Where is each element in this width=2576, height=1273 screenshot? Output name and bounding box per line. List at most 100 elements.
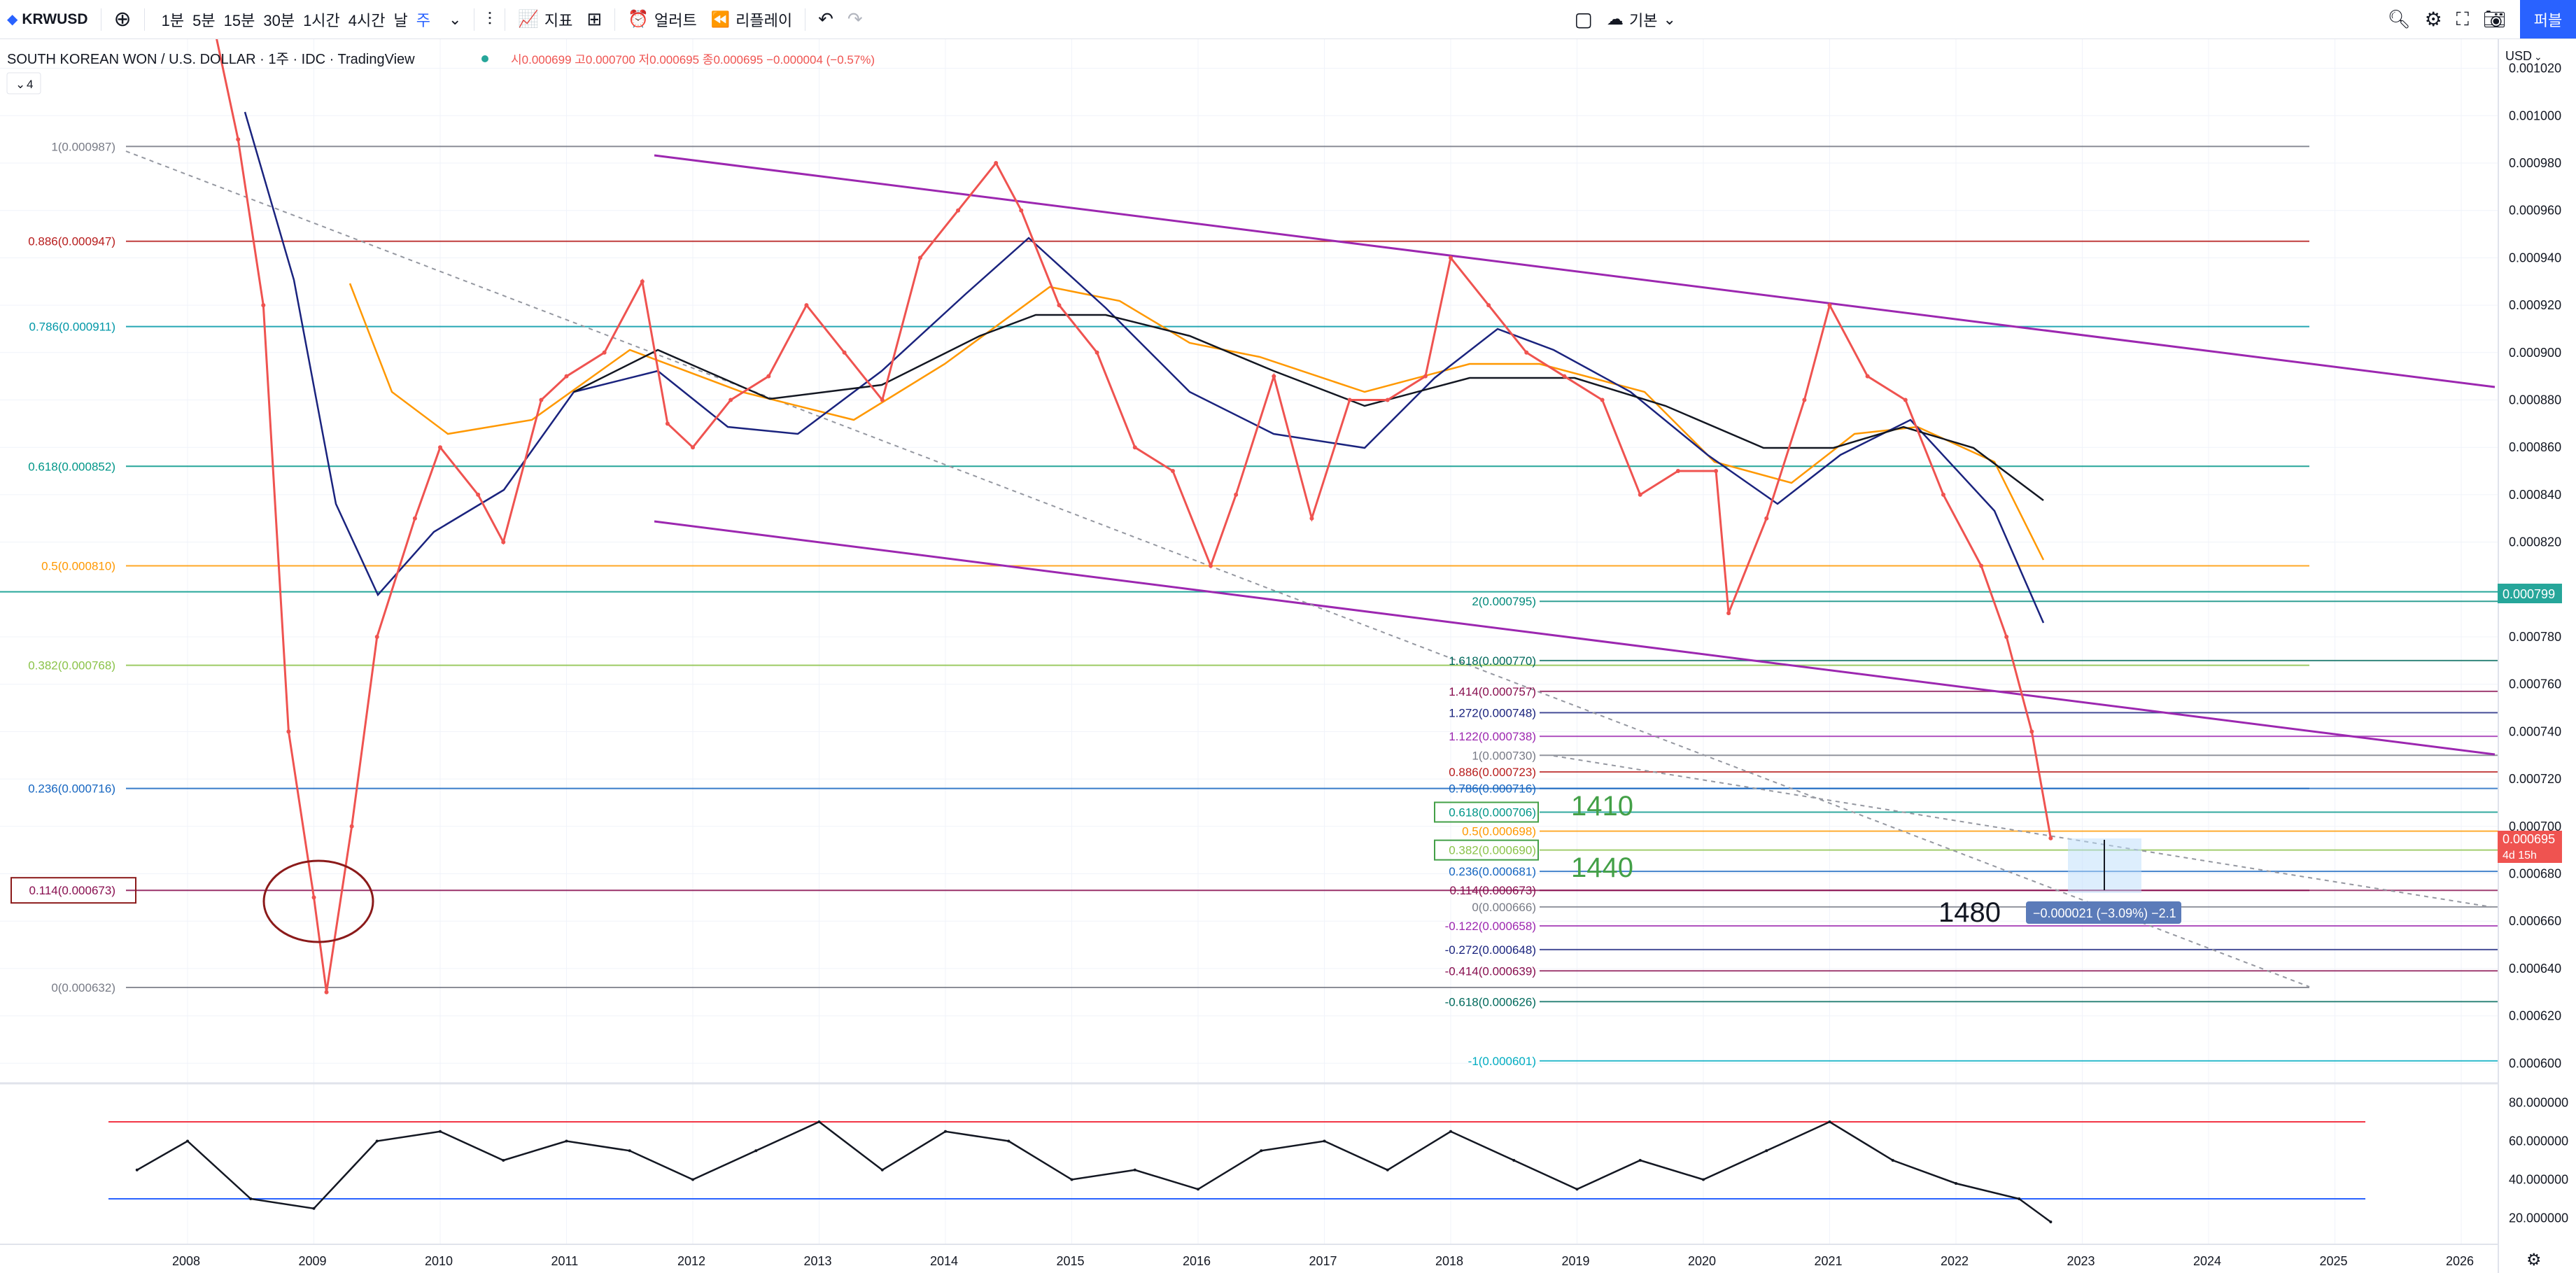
symbol-legend-title[interactable]: SOUTH KOREAN WON / U.S. DOLLAR · 1주 · ID… bbox=[7, 52, 415, 67]
interval-2[interactable]: 15분 bbox=[223, 11, 255, 29]
settings-button[interactable]: ⚙ bbox=[2418, 0, 2449, 38]
rsi-point bbox=[312, 1207, 316, 1210]
price-point bbox=[1764, 516, 1769, 521]
plus-circle-icon: ⊕ bbox=[113, 8, 132, 31]
rsi-point bbox=[880, 1168, 884, 1172]
rsi-axis-ticks[interactable]: 80.000000 60.000000 40.000000 20.000000 bbox=[2509, 1096, 2568, 1225]
trend-dashed-line-1[interactable] bbox=[125, 150, 2310, 987]
bottom-highlight-ellipse[interactable] bbox=[262, 859, 374, 943]
interval-5[interactable]: 4시간 bbox=[348, 11, 386, 29]
price-tick: 0.000780 bbox=[2509, 630, 2561, 644]
rsi-point bbox=[1638, 1159, 1642, 1162]
year-tick: 2010 bbox=[425, 1254, 453, 1268]
price-point bbox=[2004, 635, 2009, 639]
undo-button[interactable]: ↶ bbox=[811, 0, 840, 38]
publish-button[interactable]: 퍼블 bbox=[2520, 0, 2576, 38]
redo-button[interactable]: ↷ bbox=[840, 0, 870, 38]
collapse-legend-button[interactable] bbox=[6, 72, 41, 94]
fib-left-label: 0.618(0.000852) bbox=[28, 460, 115, 473]
price-tick: 0.000680 bbox=[2509, 867, 2561, 881]
measure-label: −0.000021 (−3.09%) −2.1 bbox=[2033, 906, 2176, 920]
divider bbox=[614, 8, 616, 31]
interval-4[interactable]: 1시간 bbox=[303, 11, 340, 29]
interval-1[interactable]: 5분 bbox=[192, 11, 216, 29]
snapshot-button[interactable]: 📷︎ bbox=[2476, 0, 2513, 38]
layout-label: 기본 bbox=[1628, 11, 1658, 29]
fullscreen-button[interactable]: ⛶ bbox=[2449, 0, 2476, 38]
annotation-1480[interactable]: 1480 bbox=[1938, 897, 2001, 928]
year-tick: 2008 bbox=[172, 1254, 200, 1268]
price-point bbox=[917, 255, 922, 260]
year-tick: 2014 bbox=[930, 1254, 958, 1268]
price-tick: 0.000600 bbox=[2509, 1056, 2561, 1070]
indicators-icon: 📈 bbox=[517, 10, 539, 29]
compare-button[interactable]: ⊕ bbox=[107, 0, 139, 38]
channel-lower-line[interactable] bbox=[654, 520, 2496, 756]
alert-button[interactable]: ⏰ 얼러트 bbox=[621, 0, 704, 38]
interval-6[interactable]: 날 bbox=[393, 11, 408, 29]
channel-upper-line[interactable] bbox=[654, 154, 2496, 388]
chevron-down-icon: ⌄ bbox=[449, 10, 462, 28]
replay-button[interactable]: ⏪ 리플레이 bbox=[704, 0, 799, 38]
time-axis-ticks[interactable]: 2008 2009 2010 2011 2012 2013 2014 2015 2016 2017… bbox=[172, 1254, 2474, 1268]
indicators-button[interactable]: 📈 지표 bbox=[511, 0, 579, 38]
price-point bbox=[640, 279, 645, 284]
last-price-label: 0.000695 bbox=[2503, 832, 2555, 846]
search-button[interactable]: 🔍︎ bbox=[2381, 0, 2418, 38]
price-tick: 0.000740 bbox=[2509, 724, 2561, 738]
rsi-point bbox=[2049, 1221, 2053, 1223]
price-point bbox=[311, 895, 316, 900]
price-axis-ticks[interactable]: 0.001020 0.001000 0.000980 0.000960 0.000940… bbox=[2509, 62, 2561, 1071]
layout-select-button[interactable]: ▢ bbox=[1567, 0, 1599, 38]
interval-7[interactable]: 주 bbox=[416, 11, 430, 29]
interval-0[interactable]: 1분 bbox=[161, 11, 185, 29]
symbol-label: KRWUSD bbox=[22, 10, 88, 27]
grid bbox=[0, 39, 2498, 1244]
rsi-point bbox=[1512, 1159, 1516, 1162]
settings-gear-icon[interactable]: ⚙ bbox=[2526, 1251, 2542, 1270]
fib-left-label: 0.5(0.000810) bbox=[41, 559, 115, 572]
price-point bbox=[1234, 492, 1239, 497]
fib-right-label: 0.886(0.000723) bbox=[1449, 766, 1536, 779]
price-point bbox=[2029, 729, 2034, 734]
currency-label[interactable]: USD bbox=[2505, 49, 2532, 63]
ma-black-line bbox=[573, 314, 2044, 501]
price-point bbox=[1347, 398, 1352, 402]
fib-right-label: -0.272(0.000648) bbox=[1445, 943, 1536, 957]
rsi-point bbox=[1765, 1149, 1768, 1153]
logo-icon: ◆ bbox=[7, 12, 18, 27]
chart-canvas[interactable]: −0.000021 (−3.09%) −2.1 1410 1440 1480 1… bbox=[0, 39, 2576, 1273]
rsi-tick: 60.000000 bbox=[2509, 1134, 2568, 1148]
year-tick: 2012 bbox=[677, 1254, 705, 1268]
measure-label-box bbox=[2026, 901, 2181, 924]
fib-right-label: 0.236(0.000681) bbox=[1449, 865, 1536, 878]
gear-icon: ⚙ bbox=[2424, 8, 2442, 30]
annotation-1410[interactable]: 1410 bbox=[1571, 791, 1633, 822]
trend-dashed-line-2[interactable] bbox=[1553, 755, 2492, 908]
year-tick: 2015 bbox=[1057, 1254, 1085, 1268]
price-point bbox=[804, 303, 809, 308]
price-point bbox=[602, 350, 607, 355]
price-point bbox=[1903, 398, 1908, 402]
symbol-search[interactable]: ◆ KRWUSD bbox=[0, 0, 95, 38]
year-tick: 2009 bbox=[299, 1254, 327, 1268]
rsi-point bbox=[249, 1197, 253, 1200]
year-tick: 2026 bbox=[2446, 1254, 2474, 1268]
chart-type-button[interactable]: ⫶ bbox=[480, 0, 499, 38]
fib-left-label: 0.114(0.000673) bbox=[29, 884, 115, 897]
annotation-1440[interactable]: 1440 bbox=[1571, 852, 1633, 883]
interval-dropdown[interactable]: ⌄ bbox=[442, 0, 468, 38]
templates-button[interactable]: ⊞ bbox=[579, 0, 609, 38]
fib-right-label: -0.122(0.000658) bbox=[1445, 920, 1536, 933]
price-point bbox=[665, 421, 670, 426]
fib-right-label: 1.414(0.000757) bbox=[1449, 685, 1536, 698]
rsi-tick: 20.000000 bbox=[2509, 1211, 2568, 1225]
level-badge bbox=[2498, 584, 2562, 603]
price-point bbox=[1802, 398, 1807, 402]
interval-3[interactable]: 30분 bbox=[263, 11, 295, 29]
year-tick: 2021 bbox=[1815, 1254, 1843, 1268]
price-tick: 0.000660 bbox=[2509, 914, 2561, 928]
rsi-point bbox=[754, 1149, 758, 1153]
price-tick: 0.000880 bbox=[2509, 393, 2561, 407]
layout-name-button[interactable]: ☁ 기본 ⌄ bbox=[1600, 0, 1683, 38]
